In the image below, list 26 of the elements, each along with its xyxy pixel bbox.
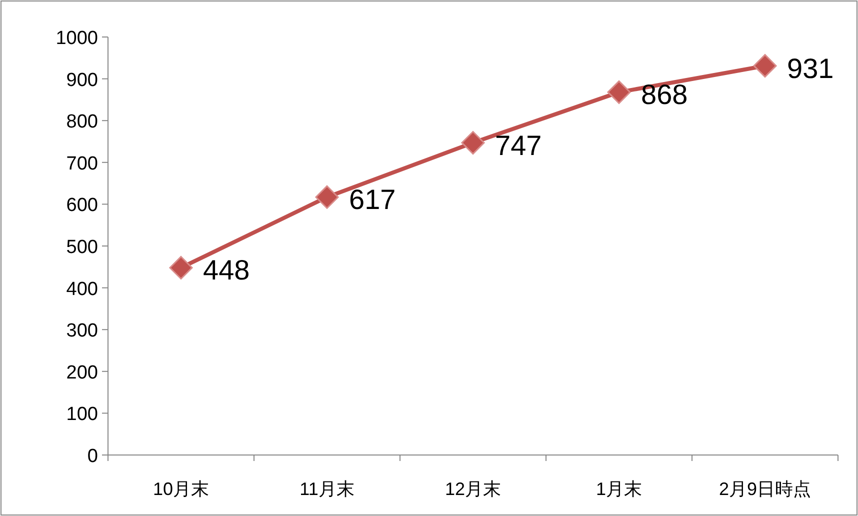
y-tick-label: 900: [66, 70, 98, 91]
data-label: 617: [349, 184, 396, 216]
y-tick-label: 300: [66, 320, 98, 342]
x-tick-label: 10月末: [152, 479, 210, 499]
point: [461, 131, 485, 155]
y-tick-label: 700: [66, 153, 98, 174]
point: [607, 80, 631, 104]
y-tick-label: 200: [66, 362, 98, 384]
y-tick-label: 600: [66, 195, 98, 216]
point: [753, 54, 777, 78]
point: [315, 185, 339, 209]
y-tick-label: 800: [66, 112, 98, 133]
y-tick-label: 400: [66, 278, 98, 300]
point: [169, 256, 193, 280]
x-tick-label: 11月末: [300, 479, 354, 499]
x-tick-label: 2月9日時点: [718, 479, 812, 499]
y-tick-label: 100: [66, 404, 98, 426]
y-tick-label: 1000: [56, 28, 98, 49]
x-tick-label: 1月末: [596, 479, 642, 499]
data-label: 448: [203, 254, 250, 286]
y-tick-label: 0: [87, 446, 98, 467]
data-label: 747: [495, 130, 542, 161]
y-tick-label: 500: [66, 237, 98, 258]
x-tick-label: 12月末: [444, 479, 502, 499]
data-label: 931: [787, 52, 834, 84]
data-label: 868: [641, 79, 688, 110]
